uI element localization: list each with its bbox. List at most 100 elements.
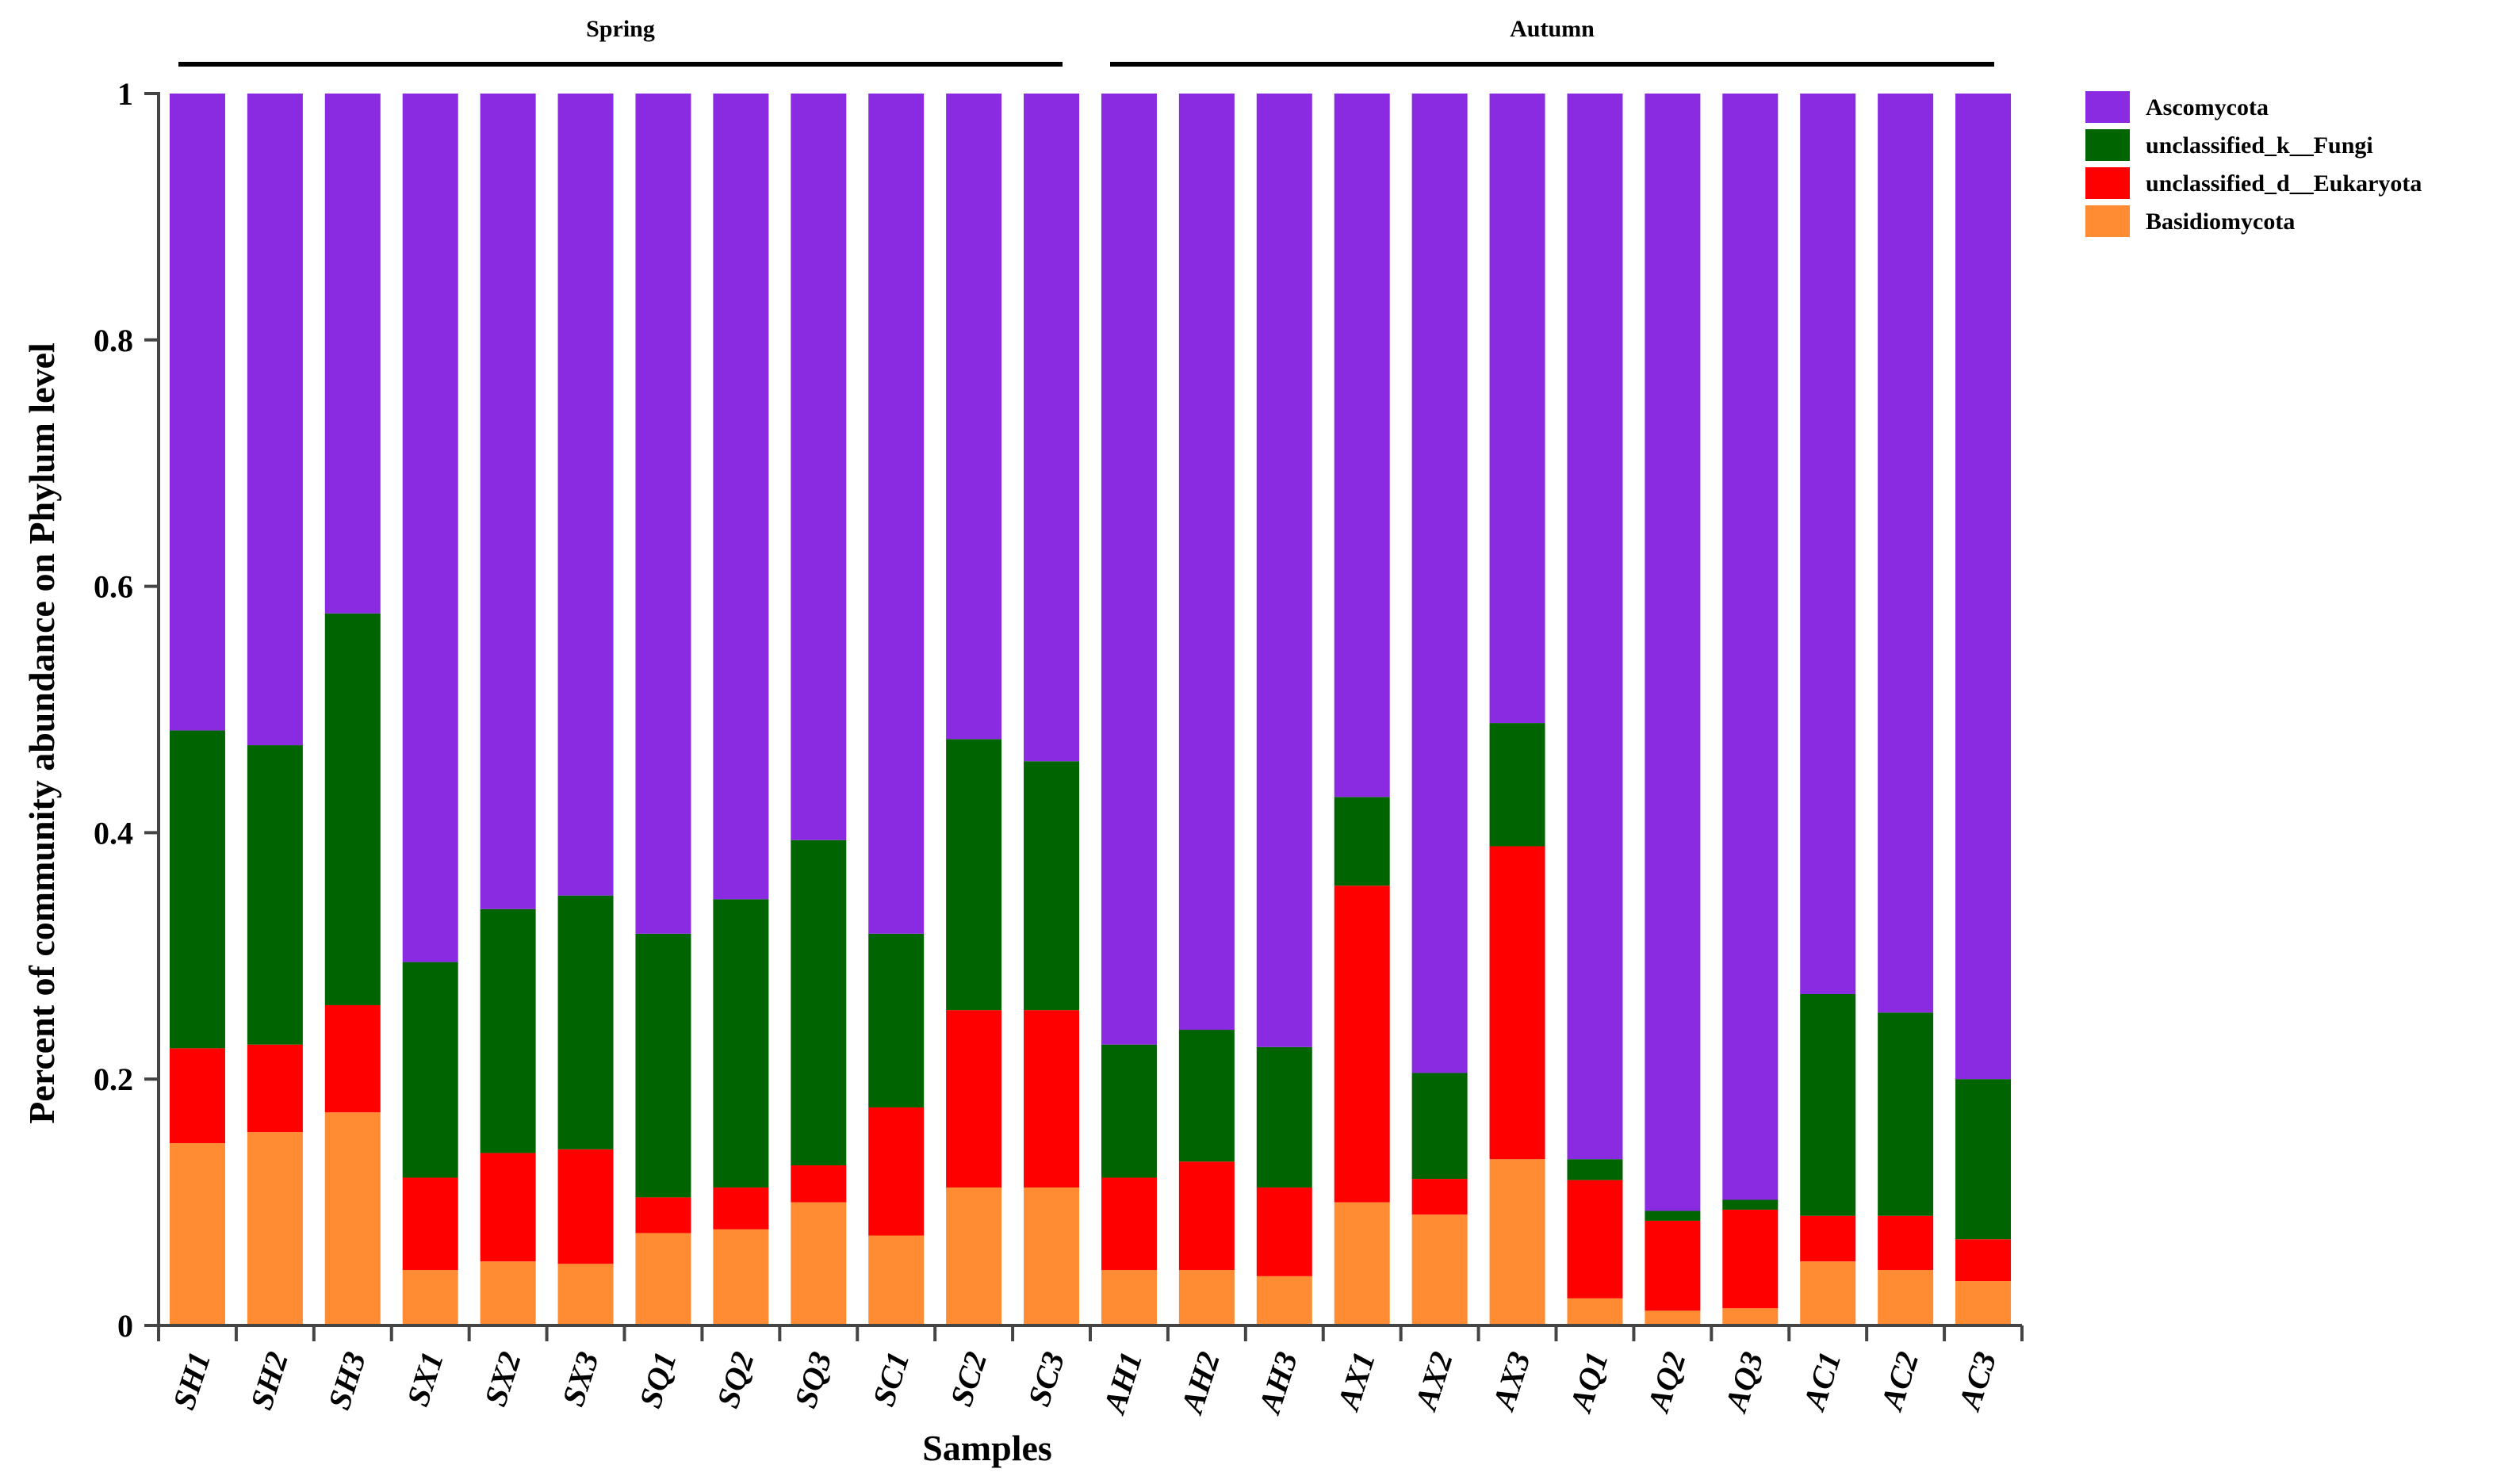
- bar-SC2-basidiomycota: [946, 1187, 1002, 1325]
- legend-label-unclassified-d-eukaryota: unclassified_d__Eukaryota: [2146, 170, 2422, 197]
- x-tick-label: AC2: [1873, 1348, 1925, 1417]
- bar-SX1-basidiomycota: [402, 1270, 458, 1325]
- bar-SX1-unclassified-k-fungi: [402, 962, 458, 1178]
- bar-AQ3-ascomycota: [1722, 94, 1779, 1200]
- bar-SX3-ascomycota: [557, 94, 614, 896]
- bar-SH1-unclassified-d-eukaryota: [169, 1048, 225, 1144]
- bar-AX2-ascomycota: [1411, 94, 1468, 1073]
- bar-AQ1-ascomycota: [1567, 94, 1623, 1160]
- bar-SC1-ascomycota: [868, 94, 925, 934]
- bar-AX3-unclassified-k-fungi: [1489, 723, 1545, 847]
- x-tick-label: SQ2: [710, 1348, 761, 1413]
- bar-SQ3-ascomycota: [791, 94, 847, 840]
- y-axis-title: Percent of community abundance on Phylum…: [21, 342, 62, 1124]
- legend: Ascomycota unclassified_k__Fungi unclassif…: [2085, 91, 2422, 237]
- bar-SH3-ascomycota: [324, 94, 381, 614]
- bar-SQ2-ascomycota: [713, 94, 769, 900]
- bar-SX2-unclassified-d-eukaryota: [480, 1153, 536, 1262]
- legend-label-unclassified-k-fungi: unclassified_k__Fungi: [2146, 132, 2373, 159]
- bar-SH3-basidiomycota: [324, 1112, 381, 1325]
- x-tick-label: AX3: [1484, 1348, 1537, 1417]
- bar-AH3-unclassified-d-eukaryota: [1256, 1187, 1312, 1276]
- x-tick-label: SH2: [243, 1348, 295, 1414]
- bar-AQ2-ascomycota: [1645, 94, 1701, 1211]
- bar-AX1-unclassified-d-eukaryota: [1334, 885, 1390, 1203]
- x-axis-title: Samples: [922, 1428, 1052, 1468]
- bar-SQ1-unclassified-k-fungi: [635, 933, 691, 1198]
- x-tick-label: AC1: [1795, 1348, 1848, 1417]
- x-tick-label: AQ1: [1562, 1348, 1615, 1418]
- bar-SQ1-basidiomycota: [635, 1233, 691, 1325]
- x-tick-label: SC2: [943, 1348, 994, 1410]
- bar-SH1-ascomycota: [169, 94, 225, 731]
- bar-AH3-ascomycota: [1256, 94, 1312, 1047]
- legend-swatch-unclassified-k-fungi: [2085, 129, 2130, 161]
- bar-AH3-basidiomycota: [1256, 1276, 1312, 1325]
- x-tick-label: SX2: [477, 1348, 528, 1410]
- group-label-spring: Spring: [586, 16, 655, 42]
- bar-SC2-unclassified-k-fungi: [946, 739, 1002, 1011]
- bar-SH3-unclassified-k-fungi: [324, 613, 381, 1005]
- bar-SH3-unclassified-d-eukaryota: [324, 1004, 381, 1113]
- legend-swatch-basidiomycota: [2085, 205, 2130, 237]
- bar-SX1-unclassified-d-eukaryota: [402, 1177, 458, 1271]
- y-tick-label: 0.2: [94, 1061, 133, 1097]
- bar-AH2-basidiomycota: [1178, 1270, 1235, 1325]
- bar-SC3-unclassified-d-eukaryota: [1024, 1010, 1080, 1188]
- bar-AH2-unclassified-d-eukaryota: [1178, 1161, 1235, 1271]
- legend-swatch-unclassified-d-eukaryota: [2085, 167, 2130, 199]
- bar-SC2-unclassified-d-eukaryota: [946, 1010, 1002, 1188]
- bar-AC1-ascomycota: [1800, 94, 1856, 994]
- bar-AX3-unclassified-d-eukaryota: [1489, 846, 1545, 1160]
- bar-AC2-unclassified-d-eukaryota: [1878, 1215, 1934, 1271]
- bar-AX3-basidiomycota: [1489, 1159, 1545, 1325]
- bar-AC3-unclassified-d-eukaryota: [1955, 1239, 2012, 1282]
- bar-SX3-unclassified-d-eukaryota: [557, 1149, 614, 1264]
- bar-SX2-unclassified-k-fungi: [480, 908, 536, 1153]
- bar-AX2-unclassified-d-eukaryota: [1411, 1179, 1468, 1215]
- bar-SH1-basidiomycota: [169, 1143, 225, 1325]
- bar-AC1-basidiomycota: [1800, 1261, 1856, 1325]
- bar-AH2-unclassified-k-fungi: [1178, 1030, 1235, 1162]
- bar-SC1-unclassified-d-eukaryota: [868, 1107, 925, 1236]
- legend-swatch-ascomycota: [2085, 91, 2130, 123]
- bar-SC1-basidiomycota: [868, 1235, 925, 1325]
- x-tick-label: AQ2: [1640, 1348, 1693, 1418]
- bar-AQ2-unclassified-k-fungi: [1645, 1211, 1701, 1221]
- y-tick-label: 0.8: [94, 323, 133, 358]
- x-tick-label: AH1: [1095, 1348, 1149, 1420]
- x-tick-label: SQ3: [787, 1348, 839, 1413]
- bar-AQ3-unclassified-d-eukaryota: [1722, 1209, 1779, 1309]
- bar-AX3-ascomycota: [1489, 94, 1545, 724]
- bar-SX1-ascomycota: [402, 94, 458, 962]
- bar-AC3-unclassified-k-fungi: [1955, 1079, 2012, 1240]
- x-tick-label: SQ1: [632, 1348, 684, 1413]
- bar-SQ1-unclassified-d-eukaryota: [635, 1197, 691, 1233]
- bar-AX1-unclassified-k-fungi: [1334, 797, 1390, 886]
- x-tick-label: AC3: [1951, 1348, 2003, 1417]
- bar-AQ3-basidiomycota: [1722, 1308, 1779, 1325]
- bar-SX3-unclassified-k-fungi: [557, 895, 614, 1149]
- bar-SQ3-unclassified-d-eukaryota: [791, 1165, 847, 1203]
- bar-AX1-basidiomycota: [1334, 1202, 1390, 1325]
- bar-AH1-unclassified-k-fungi: [1101, 1044, 1157, 1178]
- bar-AX2-unclassified-k-fungi: [1411, 1073, 1468, 1180]
- bar-AQ1-unclassified-k-fungi: [1567, 1159, 1623, 1180]
- bar-SQ2-basidiomycota: [713, 1229, 769, 1325]
- x-tick-label: AX2: [1407, 1348, 1460, 1417]
- x-tick-label: SX1: [400, 1348, 450, 1410]
- bars-layer: [169, 94, 2012, 1325]
- bar-AC2-ascomycota: [1878, 94, 1934, 1013]
- bar-SC1-unclassified-k-fungi: [868, 933, 925, 1107]
- x-tick-label: AQ3: [1717, 1348, 1770, 1418]
- bar-AH2-ascomycota: [1178, 94, 1235, 1031]
- bar-SQ1-ascomycota: [635, 94, 691, 934]
- bar-AH1-ascomycota: [1101, 94, 1157, 1045]
- x-tick-label: AH3: [1250, 1348, 1304, 1420]
- bar-SX3-basidiomycota: [557, 1264, 614, 1325]
- bar-SQ2-unclassified-d-eukaryota: [713, 1187, 769, 1230]
- bar-AC1-unclassified-k-fungi: [1800, 993, 1856, 1216]
- legend-label-basidiomycota: Basidiomycota: [2146, 208, 2295, 235]
- bar-SX2-basidiomycota: [480, 1261, 536, 1325]
